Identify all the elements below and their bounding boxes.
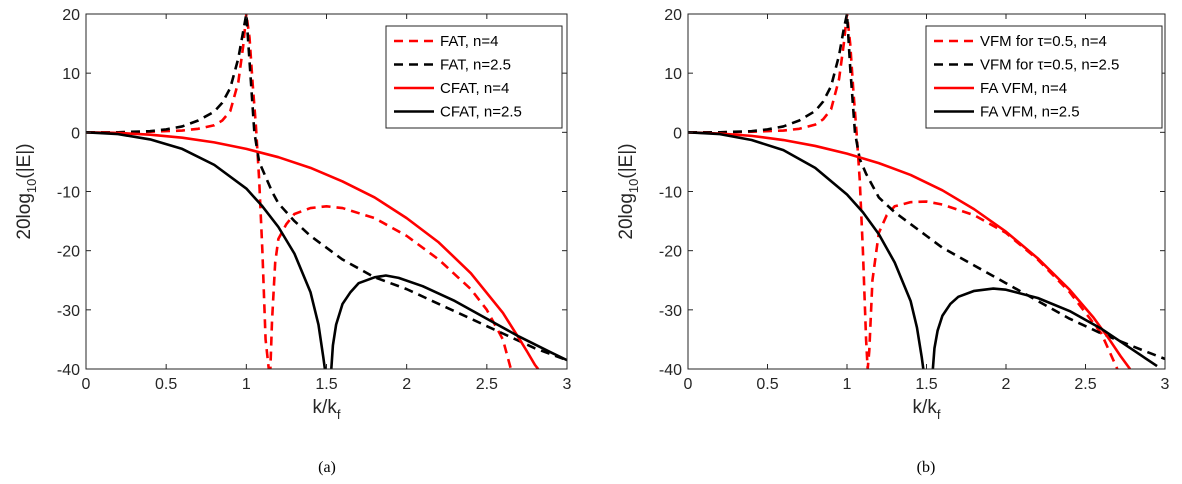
y-tick-label: 10: [62, 66, 80, 83]
series-line-1: [86, 14, 513, 369]
y-tick-label: 20: [62, 7, 80, 24]
x-tick-label: 1.5: [915, 376, 937, 393]
y-tick-label: -10: [659, 185, 682, 202]
legend-entry: VFM for τ=0.5, n=2.5: [980, 57, 1119, 74]
series-line-4: [86, 131, 327, 369]
legend-entry: CFAT, n=4: [440, 80, 509, 97]
x-tick-label: 3: [563, 376, 572, 393]
legend-entry: CFAT, n=2.5: [440, 104, 522, 121]
y-tick-label: -30: [57, 303, 80, 320]
x-tick-label: 1: [843, 376, 852, 393]
series-group: [86, 14, 567, 369]
x-tick-label: 0: [82, 376, 91, 393]
y-tick-label: 10: [664, 66, 682, 83]
x-tick-label: 2: [402, 376, 411, 393]
x-axis-label: k/kf: [313, 397, 341, 422]
x-tick-label: 0.5: [155, 376, 177, 393]
y-tick-label: 0: [673, 125, 682, 142]
x-tick-label: 0: [684, 376, 693, 393]
y-axis-label: 20log10(|E|): [14, 143, 39, 239]
legend-entry: FAT, n=4: [440, 33, 499, 50]
legend: FAT, n=4 FAT, n=2.5 CFAT, n=4 CFAT, n=2.5: [385, 25, 563, 129]
panel-caption: (a): [318, 459, 336, 476]
series-line-3: [688, 131, 1132, 369]
panel-caption: (b): [917, 459, 936, 476]
x-tick-label: 0.5: [756, 376, 778, 393]
x-tick-label: 2.5: [476, 376, 498, 393]
chart-panel-a: 0 0.5 1 1.5 2 2.5 3 -40 -30 -20 -10 0 10 20 k/kf 20log1…: [14, 7, 572, 476]
legend: VFM for τ=0.5, n=4 VFM for τ=0.5, n=2.5 FA…: [925, 25, 1163, 129]
y-tick-label: -40: [57, 362, 80, 379]
series-line-2: [688, 14, 1165, 361]
y-axis-label: 20log10(|E|): [616, 143, 641, 239]
series-line-5: [330, 274, 567, 369]
x-tick-label: 2.5: [1074, 376, 1096, 393]
y-tick-label: -30: [659, 303, 682, 320]
x-tick-label: 2: [1002, 376, 1011, 393]
legend-entry: FA VFM, n=2.5: [980, 104, 1080, 121]
y-tick-label: -10: [57, 185, 80, 202]
series-line-5: [931, 287, 1158, 369]
legend-entry: FAT, n=2.5: [440, 57, 511, 74]
chart-panel-b: 0 0.5 1 1.5 2 2.5 3 -40 -30 -20 -10 0 10 20 k/kf 20log1…: [616, 7, 1170, 476]
y-tick-label: 0: [71, 125, 80, 142]
series-line-1: [688, 14, 1119, 369]
y-tick-label: -20: [659, 244, 682, 261]
series-line-3: [86, 131, 540, 369]
y-tick-label: -40: [659, 362, 682, 379]
y-tick-label: -20: [57, 244, 80, 261]
x-tick-label: 1: [242, 376, 251, 393]
x-tick-label: 1.5: [315, 376, 337, 393]
legend-entry: FA VFM, n=4: [980, 80, 1067, 97]
series-line-2: [86, 14, 567, 362]
x-tick-label: 3: [1161, 376, 1170, 393]
series-line-4: [688, 131, 925, 369]
y-tick-label: 20: [664, 7, 682, 24]
x-axis-label: k/kf: [913, 397, 941, 422]
series-group: [688, 14, 1165, 369]
legend-entry: VFM for τ=0.5, n=4: [980, 33, 1107, 50]
